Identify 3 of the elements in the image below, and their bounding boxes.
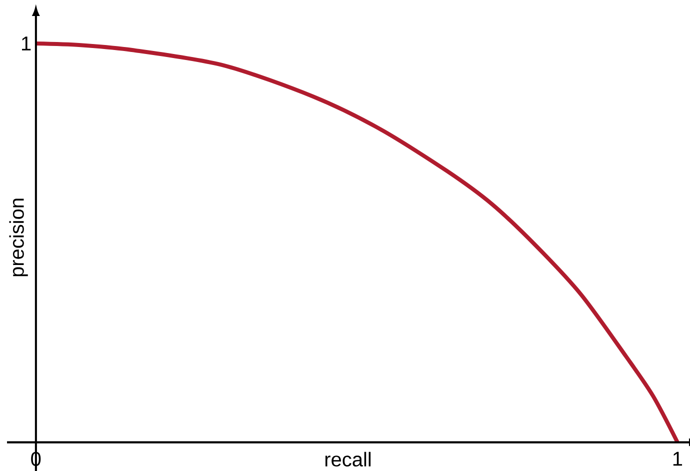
x-axis-title: recall — [325, 452, 371, 467]
annotation: 1 — [22, 36, 31, 50]
y-axis-title: precision — [9, 198, 28, 276]
